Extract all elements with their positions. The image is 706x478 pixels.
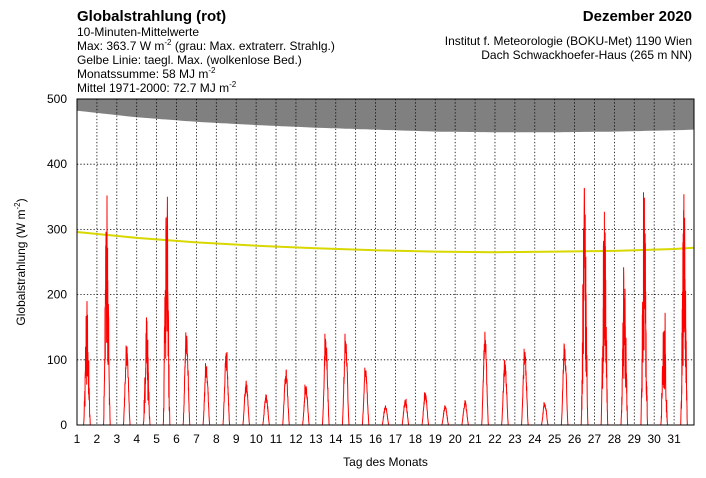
x-tick-label: 25 — [548, 432, 562, 446]
radiation-day-21 — [481, 331, 489, 426]
radiation-day-31 — [680, 194, 688, 426]
clear-sky-max-line — [76, 231, 695, 254]
x-tick-label: 9 — [233, 432, 240, 446]
y-tick-label: 0 — [60, 418, 67, 432]
max-value-suffix: (grau: Max. extraterr. Strahlg.) — [171, 39, 335, 53]
monthly-sum-text: Monatssumme: 58 MJ m — [77, 67, 209, 81]
max-value-exponent: -2 — [164, 38, 172, 47]
x-tick-label: 20 — [448, 432, 462, 446]
clear-sky-layer — [76, 231, 695, 254]
radiation-day-15 — [361, 367, 370, 426]
longterm-mean-note: Mittel 1971-2000: 72.7 MJ m-2 — [77, 80, 237, 95]
x-tick-label: 22 — [488, 432, 502, 446]
subtitle-averaging: 10-Minuten-Mittelwerte — [77, 25, 200, 39]
radiation-day-20 — [461, 400, 469, 426]
x-tick-label: 15 — [349, 432, 363, 446]
longterm-mean-text: Mittel 1971-2000: 72.7 MJ m — [77, 81, 230, 95]
radiation-day-18 — [421, 392, 430, 426]
max-value-text: Max: 363.7 W m — [77, 39, 165, 53]
y-tick-label: 500 — [47, 92, 67, 106]
radiation-day-29 — [640, 192, 649, 426]
x-tick-label: 31 — [667, 432, 681, 446]
global-radiation-layer — [83, 187, 688, 426]
y-tick-label: 300 — [47, 222, 67, 236]
radiation-day-9 — [242, 380, 251, 426]
radiation-day-19 — [441, 405, 450, 426]
radiation-day-30 — [660, 312, 668, 426]
extraterrestrial-max-area — [77, 99, 694, 133]
y-axis-label-exponent: -2 — [13, 202, 22, 210]
radiation-day-3 — [122, 345, 131, 426]
monthly-sum-note: Monatssumme: 58 MJ m-2 — [77, 66, 216, 81]
monthly-sum-exponent: -2 — [208, 66, 216, 75]
x-tick-label: 16 — [369, 432, 383, 446]
x-tick-label: 7 — [193, 432, 200, 446]
radiation-day-8 — [222, 351, 231, 426]
radiation-day-24 — [540, 402, 549, 426]
max-value-note: Max: 363.7 W m-2 (grau: Max. extraterr. … — [77, 38, 335, 53]
y-axis-label-close: ) — [14, 198, 28, 202]
y-tick-label: 100 — [47, 353, 67, 367]
radiation-day-11 — [282, 369, 290, 426]
x-tick-label: 3 — [113, 432, 120, 446]
radiation-day-6 — [182, 332, 191, 426]
y-tick-label: 400 — [47, 157, 67, 171]
radiation-day-1 — [83, 301, 91, 426]
radiation-day-23 — [520, 348, 529, 426]
y-tick-label: 200 — [47, 288, 67, 302]
radiation-day-14 — [341, 333, 350, 426]
x-tick-label: 14 — [329, 432, 343, 446]
x-tick-label: 1 — [74, 432, 81, 446]
radiation-day-27 — [600, 211, 609, 426]
extraterrestrial-layer — [77, 99, 694, 133]
institute-line-2: Dach Schwackhoefer-Haus (265 m NN) — [481, 48, 692, 62]
institute-line-1: Institut f. Meteorologie (BOKU-Met) 1190… — [444, 34, 692, 48]
x-tick-label: 19 — [429, 432, 443, 446]
x-tick-label: 28 — [608, 432, 622, 446]
x-tick-label: 10 — [249, 432, 263, 446]
radiation-day-28 — [620, 267, 629, 426]
x-tick-label: 6 — [173, 432, 180, 446]
radiation-day-7 — [202, 363, 211, 426]
radiation-day-26 — [580, 187, 589, 426]
month-label: Dezember 2020 — [582, 8, 692, 25]
y-axis-label: Globalstrahlung (W m-2) — [13, 198, 28, 325]
plot-frame — [76, 98, 695, 426]
x-tick-labels: 1 2 3 4 5 6 7 8 9 10 11 12 13 14 15 16 17 18 19 20 21 22 23 24 2… — [74, 432, 681, 446]
x-tick-label: 12 — [289, 432, 303, 446]
longterm-mean-exponent: -2 — [229, 80, 237, 89]
grid-layer — [77, 99, 694, 425]
x-tick-label: 23 — [508, 432, 522, 446]
x-tick-label: 13 — [309, 432, 323, 446]
x-tick-label: 24 — [528, 432, 542, 446]
x-tick-label: 2 — [94, 432, 101, 446]
radiation-day-10 — [262, 394, 270, 426]
x-tick-label: 5 — [153, 432, 160, 446]
x-tick-label: 29 — [628, 432, 642, 446]
radiation-day-2 — [103, 195, 111, 426]
radiation-day-25 — [560, 343, 569, 426]
y-axis-label-text: Globalstrahlung (W m — [14, 210, 28, 326]
x-tick-label: 30 — [648, 432, 662, 446]
x-tick-label: 8 — [213, 432, 220, 446]
x-tick-label: 4 — [133, 432, 140, 446]
x-tick-label: 26 — [568, 432, 582, 446]
y-tick-labels: 0 100 200 300 400 500 — [47, 92, 67, 432]
radiation-day-5 — [162, 196, 171, 426]
yellow-line-note: Gelbe Linie: taegl. Max. (wolkenlose Bed… — [77, 53, 302, 67]
radiation-day-4 — [142, 317, 151, 426]
x-tick-label: 18 — [409, 432, 423, 446]
radiation-day-12 — [302, 384, 310, 426]
x-tick-label: 17 — [389, 432, 403, 446]
radiation-day-16 — [381, 405, 390, 426]
radiation-day-17 — [401, 398, 410, 426]
x-axis-label: Tag des Monats — [343, 455, 428, 469]
x-tick-label: 11 — [270, 432, 283, 446]
x-tick-label: 21 — [468, 432, 482, 446]
radiation-day-22 — [501, 359, 509, 426]
chart-title: Globalstrahlung (rot) — [77, 8, 227, 25]
radiation-day-13 — [321, 333, 330, 426]
x-tick-label: 27 — [588, 432, 602, 446]
